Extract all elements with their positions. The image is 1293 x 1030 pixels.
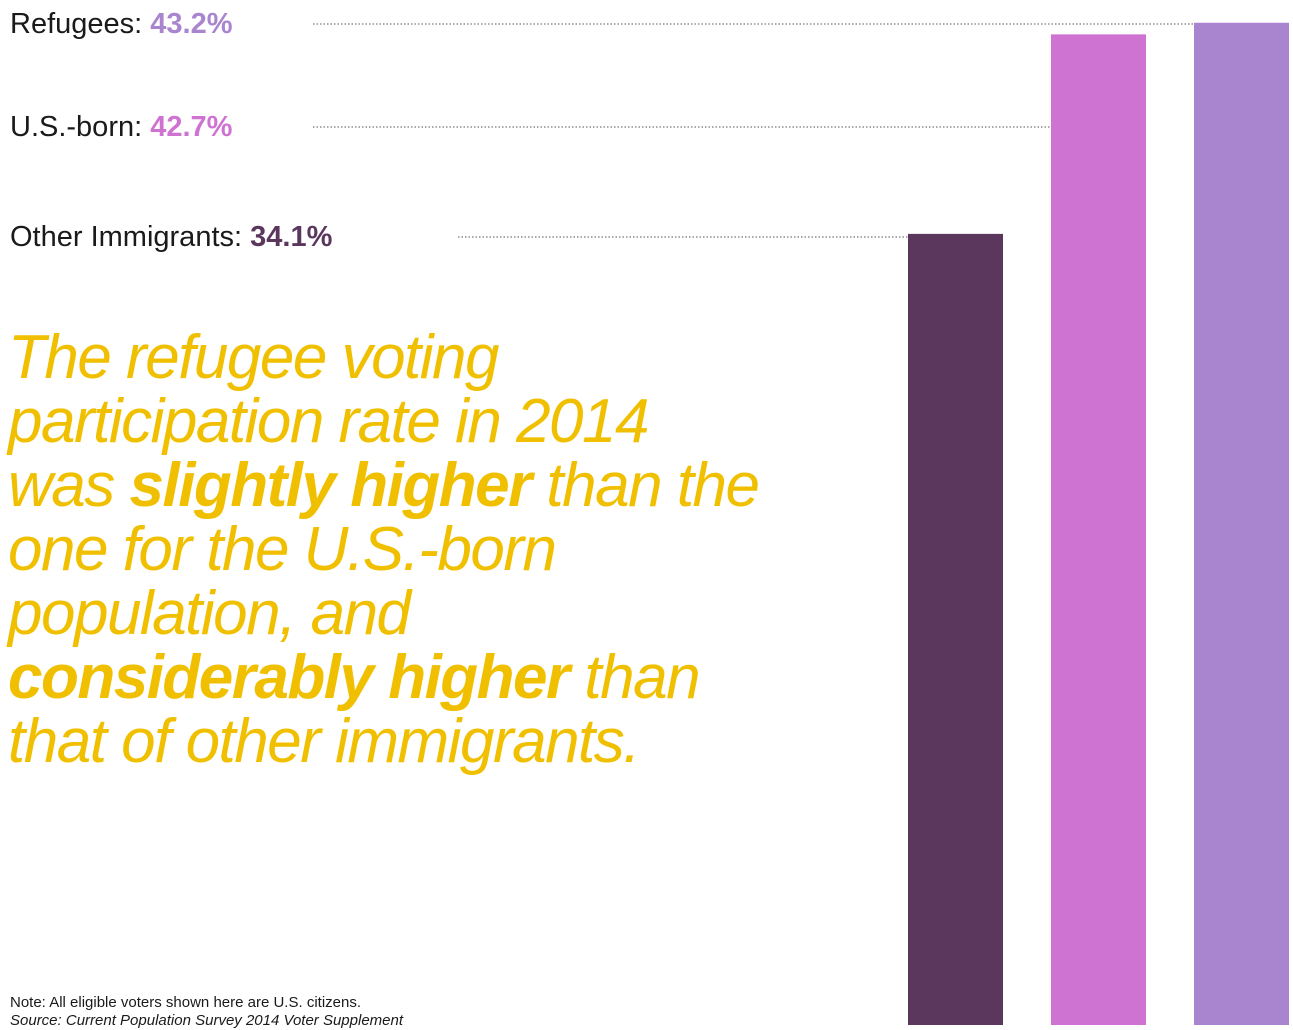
label-refugees-text: Refugees: xyxy=(10,8,143,40)
label-us-born-text: U.S.-born: xyxy=(10,111,143,143)
label-refugees-value: 43.2% xyxy=(150,8,233,40)
headline-part-2: than the one for the U.S.-born populatio… xyxy=(8,451,760,648)
label-refugees: Refugees: 43.2% xyxy=(10,10,233,39)
headline-part-3: than that of other immigrants. xyxy=(8,643,701,776)
bar-u-s-born xyxy=(1051,34,1146,1025)
label-us-born: U.S.-born: 42.7% xyxy=(10,113,232,142)
label-us-born-value: 42.7% xyxy=(150,111,233,143)
headline-part-1: The refugee voting participation rate in… xyxy=(8,323,650,520)
label-other-immigrants-value: 34.1% xyxy=(250,221,333,253)
note-text: Note: All eligible voters shown here are… xyxy=(10,994,361,1011)
label-other-immigrants-text: Other Immigrants: xyxy=(10,221,243,253)
bar-refugees xyxy=(1194,22,1289,1025)
label-other-immigrants: Other Immigrants: 34.1% xyxy=(10,223,332,252)
headline: The refugee voting participation rate in… xyxy=(8,326,768,774)
bar-other-immigrants xyxy=(908,233,1003,1025)
headline-bold-2: considerably higher xyxy=(8,643,570,712)
note-source: Source: Current Population Survey 2014 V… xyxy=(10,1012,404,1029)
headline-bold-1: slightly higher xyxy=(129,451,532,520)
